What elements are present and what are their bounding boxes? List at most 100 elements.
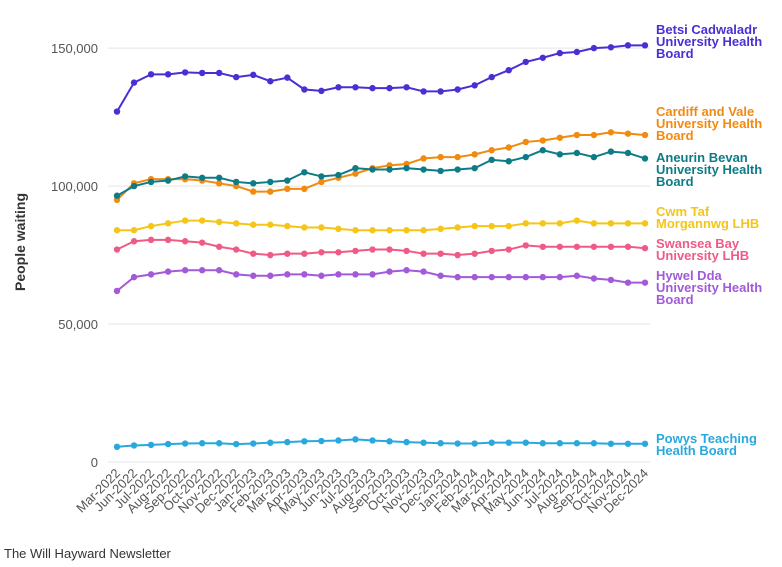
data-point (181, 440, 189, 447)
data-point (454, 86, 461, 93)
data-point (369, 227, 376, 234)
data-point (130, 182, 138, 190)
data-point (335, 225, 342, 233)
data-point (403, 164, 410, 172)
data-point (267, 439, 274, 446)
data-point (522, 153, 529, 161)
data-point (471, 222, 478, 230)
data-point (539, 220, 547, 227)
data-point (505, 66, 512, 74)
data-point (420, 155, 427, 162)
y-tick-label: 50,000 (58, 317, 98, 332)
data-point (318, 173, 325, 180)
data-point (284, 74, 291, 81)
data-point (250, 272, 257, 279)
data-point (301, 224, 308, 231)
data-point (454, 224, 461, 231)
data-point (233, 220, 240, 227)
data-point (352, 247, 359, 255)
data-point (147, 236, 155, 244)
source: The Will Hayward Newsletter (4, 546, 171, 561)
data-point (301, 250, 308, 257)
data-point (556, 440, 564, 447)
data-point (369, 271, 376, 278)
data-point (250, 71, 257, 79)
data-point (573, 131, 581, 139)
data-point (522, 58, 529, 66)
series-label: Aneurin Bevan University Health Board (656, 150, 763, 189)
data-point (215, 243, 223, 250)
data-point (352, 271, 359, 278)
data-point (522, 220, 529, 227)
data-point (267, 221, 274, 228)
data-point (284, 185, 291, 193)
data-point (352, 84, 359, 91)
data-point (454, 273, 461, 281)
data-point (641, 155, 649, 162)
data-point (215, 180, 223, 187)
data-point (505, 158, 512, 165)
data-point (164, 71, 172, 78)
data-point (624, 149, 632, 157)
data-point (607, 440, 615, 447)
data-point (539, 54, 547, 61)
data-point (607, 148, 615, 155)
data-point (437, 250, 444, 257)
data-point (335, 84, 342, 91)
data-point (522, 242, 529, 249)
series-label: Cardiff and Vale University Health Board (656, 104, 763, 143)
data-point (539, 273, 547, 281)
data-point (284, 271, 291, 278)
data-point (471, 273, 478, 281)
data-point (556, 134, 564, 141)
data-point (181, 217, 189, 224)
data-point (454, 153, 461, 161)
data-point (403, 247, 410, 255)
data-point (130, 273, 138, 281)
data-point (267, 251, 274, 259)
data-point (641, 244, 649, 252)
data-point (250, 440, 257, 447)
data-point (471, 151, 478, 158)
data-point (488, 273, 495, 281)
data-point (573, 272, 581, 279)
data-point (420, 250, 427, 257)
data-point (198, 217, 206, 224)
data-point (624, 243, 632, 250)
data-point (488, 73, 495, 81)
data-point (318, 249, 325, 256)
data-point (420, 166, 427, 173)
data-point (624, 42, 632, 49)
data-point (437, 167, 444, 175)
data-point (164, 440, 172, 448)
data-point (403, 267, 410, 274)
data-point (335, 437, 342, 444)
data-point (181, 173, 189, 180)
data-point (198, 440, 206, 447)
data-point (624, 130, 632, 137)
data-point (267, 78, 274, 85)
data-point (335, 271, 342, 278)
data-point (624, 440, 632, 447)
data-point (437, 153, 444, 161)
data-point (301, 169, 308, 176)
data-point (147, 222, 155, 230)
data-point (181, 267, 189, 274)
data-point (318, 178, 325, 186)
data-point (488, 156, 495, 164)
data-point (607, 243, 615, 250)
data-point (215, 218, 223, 226)
data-point (573, 48, 581, 56)
data-point (607, 44, 615, 51)
data-point (590, 275, 598, 282)
series-label: Hywel Dda University Health Board (656, 268, 763, 307)
data-point (607, 129, 615, 136)
data-point (573, 440, 581, 447)
data-point (437, 88, 444, 95)
data-point (164, 177, 172, 184)
data-point (318, 272, 325, 279)
data-point (539, 243, 547, 250)
series-line (116, 131, 646, 201)
